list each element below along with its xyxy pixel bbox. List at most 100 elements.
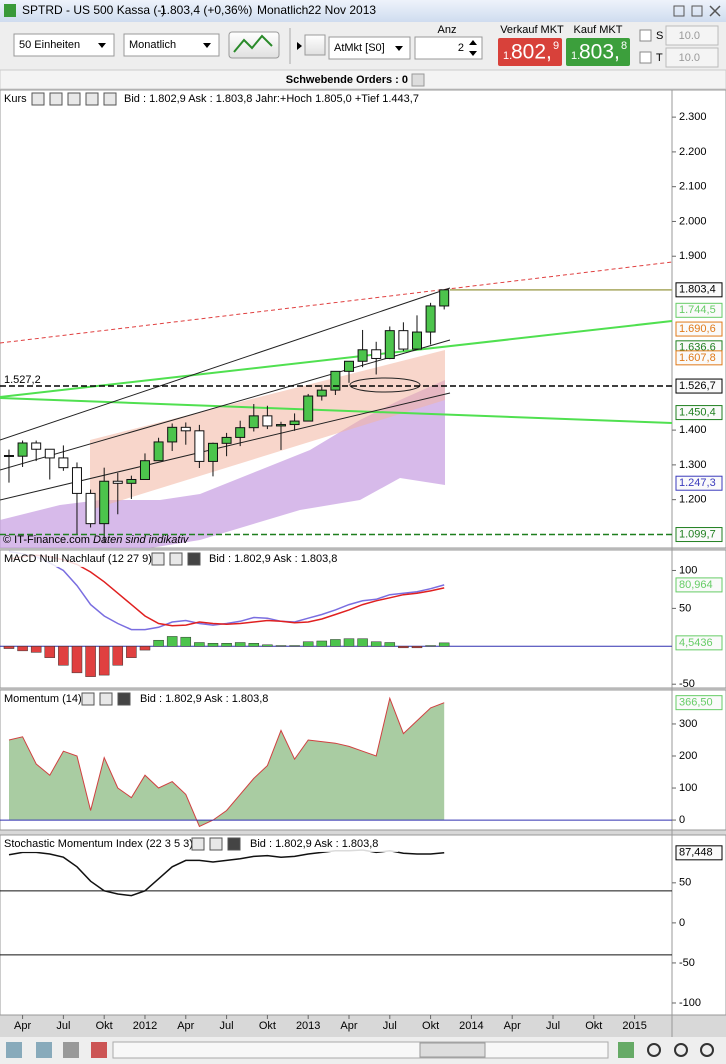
candle-body (343, 360, 354, 372)
dropdown-arrow[interactable] (98, 43, 106, 48)
panel-icon[interactable] (191, 837, 205, 851)
quantity-input[interactable] (414, 36, 483, 60)
price-tag-label: 1.744,5 (679, 304, 716, 316)
dropdown-box[interactable] (123, 33, 220, 57)
panel-title: Stochastic Momentum Index (22 3 5 3) (4, 838, 193, 850)
dropdown-arrow[interactable] (395, 46, 403, 51)
minimize-button[interactable] (673, 5, 685, 17)
panel-icon[interactable] (85, 92, 99, 106)
cloud (0, 380, 445, 548)
panel-icon[interactable] (169, 552, 183, 566)
price-tag (675, 378, 723, 394)
panel-icon[interactable] (49, 92, 63, 106)
expand-arrow[interactable] (297, 42, 302, 50)
panel-icon[interactable] (81, 692, 95, 706)
window-period: Monatlich (257, 3, 308, 17)
x-tick-label: 2013 (296, 1020, 320, 1032)
window-date: 22 Nov 2013 (308, 3, 376, 17)
trendline (0, 261, 673, 344)
tool-icon[interactable] (91, 1042, 107, 1058)
candle-body (85, 492, 96, 525)
y-tick-label: 50 (679, 877, 691, 889)
chart-icon (233, 34, 273, 53)
panel-icon[interactable] (187, 552, 201, 566)
dropdown-box[interactable] (328, 36, 411, 60)
panel-icon[interactable] (227, 837, 241, 851)
buy-button[interactable] (566, 38, 630, 66)
target-checkbox[interactable] (639, 51, 652, 64)
dropdown-arrow[interactable] (203, 43, 211, 48)
tool-icon[interactable] (6, 1042, 22, 1058)
stop-input[interactable] (665, 25, 719, 46)
maximize-button[interactable] (691, 5, 703, 17)
sell-prefix[interactable]: 1. (503, 50, 512, 62)
panel-icon[interactable] (151, 552, 165, 566)
tool-icon[interactable] (63, 1042, 79, 1058)
candle-body (153, 441, 164, 462)
panel-icon[interactable] (67, 92, 81, 106)
histogram-bar (234, 642, 246, 647)
sell-main[interactable]: 802, (511, 41, 552, 64)
histogram-bar (357, 638, 368, 647)
price-tag (675, 282, 723, 298)
histogram-bar (3, 646, 15, 649)
histogram-bar (139, 646, 151, 651)
panel-icon[interactable] (117, 692, 131, 706)
stop-value[interactable]: 10.0 (679, 30, 700, 42)
y-tick-label: 200 (679, 750, 697, 762)
orders-text[interactable]: Schwebende Orders : 0 (286, 74, 408, 86)
tool-icon[interactable] (618, 1042, 634, 1058)
buy-prefix[interactable]: 1. (571, 50, 580, 62)
quantity-label: Anz (438, 24, 457, 36)
x-tick-label: 2014 (459, 1020, 483, 1032)
order-type-dropdown[interactable]: AtMkt [S0] (328, 36, 411, 60)
y-tick-label: 1.300 (679, 459, 707, 471)
tool-icon[interactable] (36, 1042, 52, 1058)
price-tag-label: 1.526,7 (679, 380, 716, 392)
price-tag-label: 366,50 (679, 697, 713, 709)
close-button[interactable] (709, 5, 721, 17)
price-tag (675, 527, 723, 543)
zoom-out-icon[interactable] (674, 1043, 688, 1057)
panel-icon[interactable] (209, 837, 223, 851)
target-value[interactable]: 10.0 (679, 52, 700, 64)
period-dropdown[interactable]: Monatlich (123, 33, 220, 57)
sell-button[interactable] (498, 38, 562, 66)
scroll-thumb[interactable] (419, 1042, 486, 1058)
buy-main[interactable]: 803, (579, 41, 620, 64)
y-tick-label: 1.200 (679, 494, 707, 506)
orders-icon[interactable] (411, 73, 425, 87)
candle-body (262, 415, 273, 427)
dropdown-text[interactable]: Monatlich (129, 39, 176, 51)
quantity-value[interactable]: 2 (458, 42, 464, 54)
x-tick-label: Jul (56, 1020, 70, 1032)
candle-body (275, 424, 286, 427)
target-input[interactable] (665, 47, 719, 68)
band (90, 350, 445, 510)
candle-body (180, 426, 191, 432)
panel-title: Kurs (4, 93, 27, 105)
zoom-icon[interactable] (647, 1043, 661, 1057)
stop-checkbox[interactable] (639, 29, 652, 42)
x-tick-label: Okt (422, 1020, 439, 1032)
histogram-bar (194, 642, 205, 647)
y-tick-label: 100 (679, 564, 697, 576)
quantity-spinner[interactable] (469, 40, 477, 56)
settings-button[interactable] (304, 34, 326, 56)
panel-icon[interactable] (103, 92, 117, 106)
scrollbar[interactable] (112, 1041, 609, 1059)
dropdown-text[interactable]: AtMkt [S0] (334, 42, 385, 54)
dropdown-text[interactable]: 50 Einheiten (19, 39, 80, 51)
dropdown-box[interactable] (13, 33, 115, 57)
buy-suffix[interactable]: 8 (621, 40, 627, 52)
buy-label: Kauf MKT (574, 24, 623, 36)
panel-icon[interactable] (99, 692, 113, 706)
y-tick-label: 0 (679, 814, 685, 826)
size-dropdown[interactable]: 50 Einheiten (13, 33, 115, 57)
zoom-in-icon[interactable] (700, 1043, 714, 1057)
histogram-bar (112, 646, 124, 666)
channel-line (0, 287, 451, 441)
sell-suffix[interactable]: 9 (553, 40, 559, 52)
panel-icon[interactable] (31, 92, 45, 106)
x-tick-label: Apr (340, 1020, 357, 1032)
